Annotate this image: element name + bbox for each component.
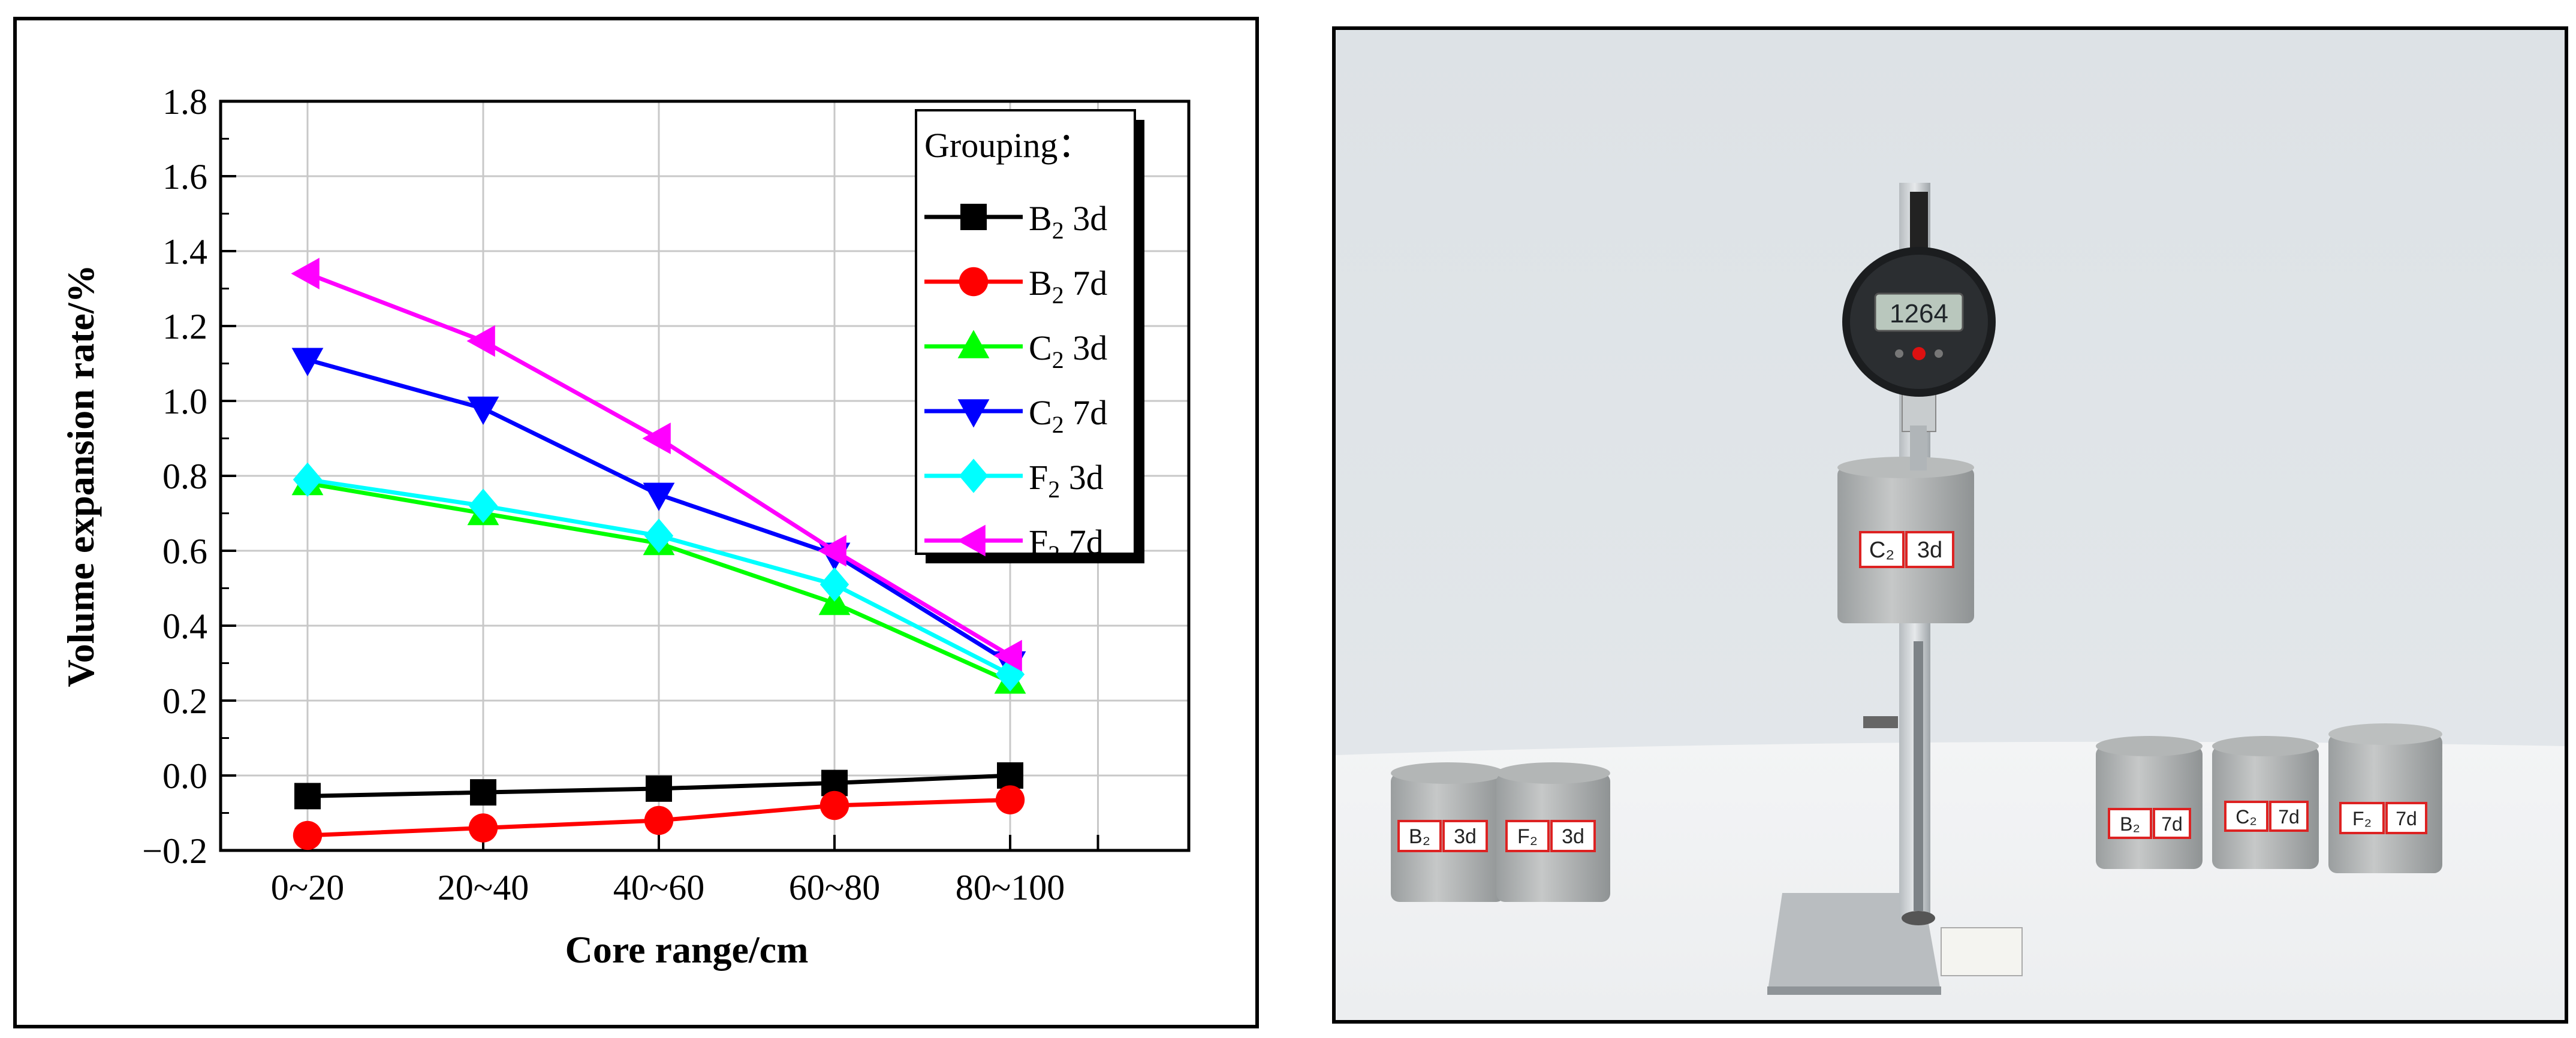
data-point [642,423,671,454]
x-tick-label: 0~20 [271,868,344,907]
sample-b2-7d [2096,746,2203,869]
x-tick-label: 60~80 [789,868,880,907]
data-point [293,820,323,850]
data-point [644,518,674,553]
legend-marker [957,524,986,557]
data-point [293,462,323,497]
legend-marker [957,330,990,358]
data-point [820,790,849,820]
x-tick-label: 80~100 [956,868,1065,907]
data-point [291,258,320,289]
legend-marker [957,399,990,428]
svg-text:7d: 7d [2396,808,2417,829]
stand-base [1767,893,1941,994]
y-tick-label: 0.2 [162,681,207,721]
data-point [820,567,849,602]
line-chart: −0.2 0.0 0.2 0.4 0.6 0.8 1.0 1.2 1.4 1.6 1.8 0~20 20… [59,82,1191,971]
svg-text:C₂: C₂ [2235,806,2257,828]
photo-panel: C₂ 3d 1264 B₂ 3d F₂ 3d B₂ 7d [1332,26,2568,1024]
data-point [643,482,675,511]
legend-title: Grouping： [924,126,1092,165]
sample-label-c2: C₂ [1869,538,1894,563]
y-tick-label: 0.6 [162,532,207,571]
data-point [646,775,672,802]
svg-text:B₂: B₂ [2120,813,2140,835]
legend-label: C2 7d [1029,393,1107,438]
svg-text:3d: 3d [1562,825,1584,848]
data-point [468,488,498,523]
legend-marker [959,458,989,493]
legend: Grouping： B2 3d B2 7d C2 3d C2 7d F2 3d F2 7d [915,109,1144,568]
y-tick-label: 0.8 [162,457,207,496]
gauge-reading: 1264 [1890,299,1948,328]
x-tick-label: 40~60 [613,868,704,907]
svg-text:7d: 7d [2161,813,2183,835]
y-tick-label: 1.4 [162,232,207,271]
x-axis-title: Core range/cm [565,928,809,971]
legend-box [915,109,1136,555]
y-tick-label: 0.0 [162,756,207,796]
legend-marker [959,267,989,297]
gauge-display [1874,292,1964,332]
svg-text:F₂: F₂ [2352,808,2372,829]
svg-text:7d: 7d [2278,806,2300,828]
svg-text:3d: 3d [1454,825,1477,848]
data-point [466,325,495,357]
stand-sticker [1941,927,2023,976]
legend-item: B2 7d [924,264,1107,309]
legend-item: F2 3d [924,458,1104,503]
y-tick-label: 1.0 [162,382,207,421]
series-f2-3d [293,462,1025,692]
gauge-rod [1914,641,1923,911]
chart-panel: −0.2 0.0 0.2 0.4 0.6 0.8 1.0 1.2 1.4 1.6 1.8 0~20 20… [13,17,1259,1028]
y-tick-label: 1.8 [162,82,207,122]
legend-item: C2 7d [924,393,1107,438]
legend-marker [960,204,987,230]
data-point [993,639,1022,672]
legend-label: F2 3d [1029,458,1104,503]
y-tick-label: 1.2 [162,307,207,346]
data-point [470,779,496,806]
legend-label: B2 7d [1029,264,1107,309]
expansion-test-photo: C₂ 3d 1264 B₂ 3d F₂ 3d B₂ 7d [1336,30,2565,1020]
legend-items: B2 3d B2 7d C2 3d C2 7d F2 3d F2 7d [924,199,1107,568]
legend-item: C2 3d [924,328,1107,373]
data-point [997,762,1023,789]
series-f2-7d [291,258,1022,672]
data-point [995,785,1025,814]
legend-item: F2 7d [924,523,1104,568]
data-point [468,813,498,843]
axes: −0.2 0.0 0.2 0.4 0.6 0.8 1.0 1.2 1.4 1.6 1.8 0~20 20… [142,82,1099,907]
data-point [291,348,324,376]
svg-text:F₂: F₂ [1517,825,1538,848]
data-point [467,396,499,425]
y-tick-label: 0.4 [162,606,207,646]
legend-item: B2 3d [924,199,1107,244]
data-point [644,805,674,835]
series-b2-7d [293,785,1025,850]
data-point [995,657,1025,692]
data-point [294,783,321,810]
svg-text:B₂: B₂ [1409,825,1430,848]
legend-label: C2 3d [1029,328,1107,373]
y-tick-label: 1.6 [162,157,207,197]
y-axis-title: Volume expansion rate/% [59,264,102,687]
legend-label: B2 3d [1029,199,1107,244]
legend-label: F2 7d [1029,523,1104,568]
sample-label-3d: 3d [1917,538,1942,563]
series-group [291,258,1026,850]
y-tick-label: −0.2 [142,831,207,871]
x-tick-label: 20~40 [438,868,529,907]
data-point [818,535,846,567]
